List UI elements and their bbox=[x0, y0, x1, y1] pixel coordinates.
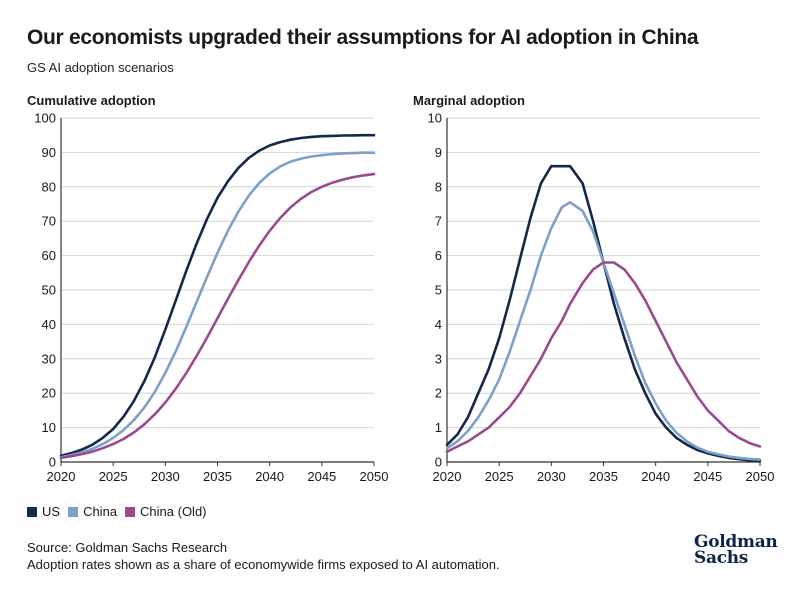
legend-label-china: China bbox=[83, 504, 118, 519]
y-tick-label: 9 bbox=[435, 145, 442, 160]
footnote: Source: Goldman Sachs Research Adoption … bbox=[27, 539, 500, 573]
legend-label-us: US bbox=[42, 504, 61, 519]
x-tick-label: 2050 bbox=[360, 469, 389, 484]
legend-swatch-china bbox=[68, 506, 79, 517]
y-tick-label: 80 bbox=[42, 179, 56, 194]
x-tick-label: 2025 bbox=[99, 469, 128, 484]
y-tick-label: 8 bbox=[435, 179, 442, 194]
y-tick-label: 30 bbox=[42, 351, 56, 366]
series-line-china-old bbox=[445, 261, 762, 454]
goldman-sachs-logo: Goldman Sachs bbox=[694, 532, 778, 568]
series-line-china bbox=[59, 151, 376, 459]
x-tick-label: 2020 bbox=[47, 469, 76, 484]
x-tick-label: 2030 bbox=[537, 469, 566, 484]
legend-swatch-us bbox=[27, 506, 37, 517]
y-tick-label: 60 bbox=[42, 248, 56, 263]
source-text: Source: Goldman Sachs Research bbox=[27, 540, 228, 555]
x-tick-label: 2040 bbox=[641, 469, 670, 484]
y-tick-label: 1 bbox=[435, 420, 442, 435]
y-tick-label: 0 bbox=[49, 455, 56, 470]
y-tick-label: 40 bbox=[42, 317, 56, 332]
x-tick-label: 2035 bbox=[589, 469, 618, 484]
y-tick-label: 4 bbox=[435, 317, 442, 332]
legend-item-us: US bbox=[27, 504, 60, 519]
legend-item-china-old: China (Old) bbox=[125, 504, 207, 519]
x-tick-label: 2030 bbox=[151, 469, 180, 484]
y-tick-label: 5 bbox=[435, 283, 442, 298]
x-tick-label: 2045 bbox=[693, 469, 722, 484]
x-tick-label: 2040 bbox=[255, 469, 284, 484]
y-tick-label: 100 bbox=[34, 111, 56, 126]
y-tick-label: 0 bbox=[435, 455, 442, 470]
x-tick-label: 2025 bbox=[485, 469, 514, 484]
y-tick-label: 10 bbox=[428, 111, 442, 126]
logo-line-2: Sachs bbox=[694, 548, 749, 568]
series-line-us bbox=[59, 133, 376, 458]
x-tick-label: 2050 bbox=[746, 469, 775, 484]
y-tick-label: 2 bbox=[435, 386, 442, 401]
note-text: Adoption rates shown as a share of econo… bbox=[27, 557, 500, 572]
chart-subtitle: GS AI adoption scenarios bbox=[27, 60, 174, 75]
x-tick-label: 2035 bbox=[203, 469, 232, 484]
logo-line-1: Goldman bbox=[694, 532, 778, 552]
marginal-adoption-chart: 0 1 2 3 4 5 6 7 8 9 10 2020 2025 2030 2035 2040 2045 2050 bbox=[428, 111, 775, 485]
legend-swatch-china-old bbox=[125, 506, 136, 517]
y-tick-label: 70 bbox=[42, 214, 56, 229]
y-tick-label: 20 bbox=[42, 386, 56, 401]
y-tick-label: 7 bbox=[435, 214, 442, 229]
x-tick-label: 2045 bbox=[307, 469, 336, 484]
panel-title-marginal: Marginal adoption bbox=[413, 93, 525, 108]
y-tick-label: 50 bbox=[42, 283, 56, 298]
panel-title-cumulative: Cumulative adoption bbox=[27, 93, 156, 108]
y-tick-label: 3 bbox=[435, 351, 442, 366]
y-tick-label: 10 bbox=[42, 420, 56, 435]
legend: US China China (Old) bbox=[27, 504, 215, 519]
x-tick-label: 2020 bbox=[433, 469, 462, 484]
series-line-china-old bbox=[59, 172, 376, 460]
legend-label-china-old: China (Old) bbox=[140, 504, 207, 519]
legend-item-china: China bbox=[68, 504, 117, 519]
chart-title: Our economists upgraded their assumption… bbox=[27, 26, 699, 49]
y-tick-label: 6 bbox=[435, 248, 442, 263]
y-tick-label: 90 bbox=[42, 145, 56, 160]
